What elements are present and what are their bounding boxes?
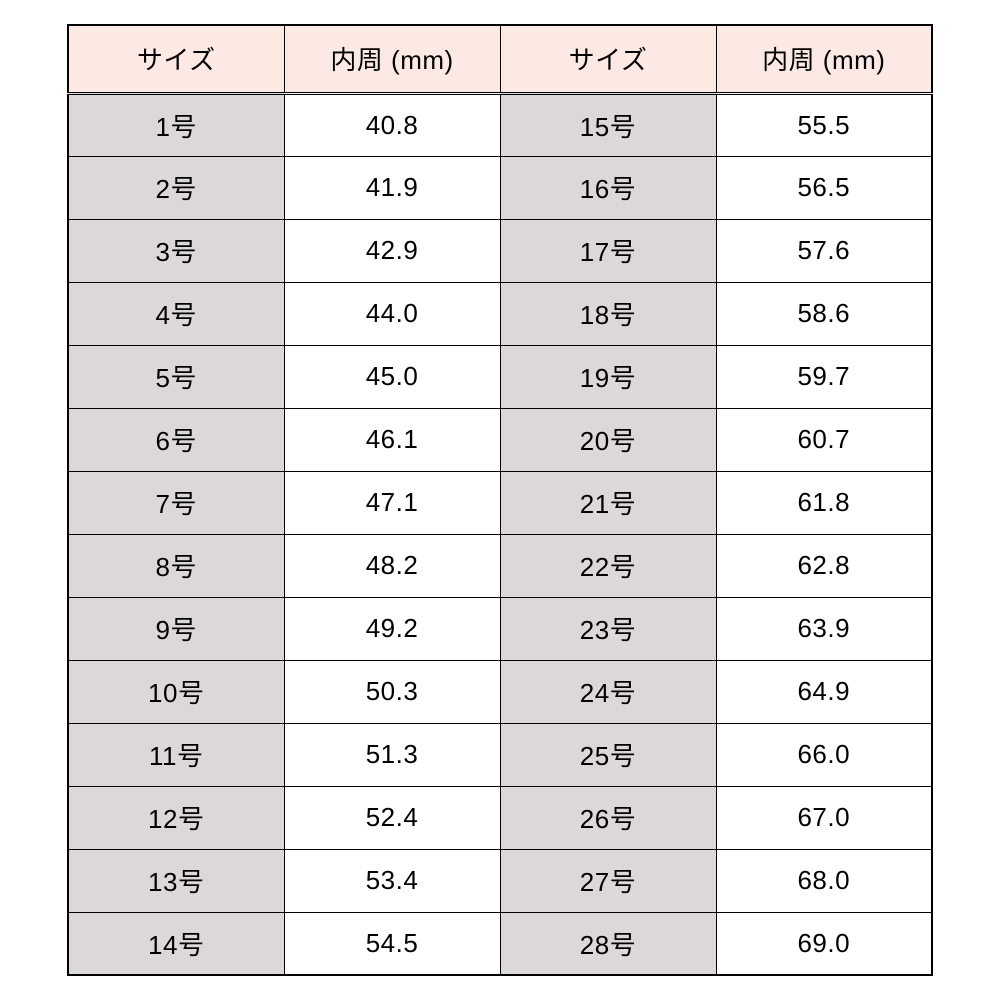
table-row: 13号 53.4 27号 68.0: [68, 849, 932, 912]
cell-circumference: 67.0: [716, 786, 932, 849]
cell-size: 13号: [68, 849, 284, 912]
table-row: 4号 44.0 18号 58.6: [68, 282, 932, 345]
header-circumference-2: 内周 (mm): [716, 25, 932, 93]
cell-size: 3号: [68, 219, 284, 282]
cell-circumference: 64.9: [716, 660, 932, 723]
table-row: 8号 48.2 22号 62.8: [68, 534, 932, 597]
cell-circumference: 49.2: [284, 597, 500, 660]
cell-circumference: 61.8: [716, 471, 932, 534]
cell-circumference: 46.1: [284, 408, 500, 471]
cell-circumference: 59.7: [716, 345, 932, 408]
header-size-1: サイズ: [68, 25, 284, 93]
cell-size: 10号: [68, 660, 284, 723]
ring-size-table-container: サイズ 内周 (mm) サイズ 内周 (mm) 1号 40.8 15号 55.5…: [57, 14, 943, 986]
table-row: 11号 51.3 25号 66.0: [68, 723, 932, 786]
cell-circumference: 58.6: [716, 282, 932, 345]
cell-size: 14号: [68, 912, 284, 975]
cell-size: 2号: [68, 156, 284, 219]
cell-circumference: 60.7: [716, 408, 932, 471]
cell-size: 4号: [68, 282, 284, 345]
cell-circumference: 57.6: [716, 219, 932, 282]
table-row: 14号 54.5 28号 69.0: [68, 912, 932, 975]
cell-circumference: 69.0: [716, 912, 932, 975]
cell-size: 25号: [500, 723, 716, 786]
cell-size: 23号: [500, 597, 716, 660]
cell-circumference: 55.5: [716, 93, 932, 156]
cell-size: 8号: [68, 534, 284, 597]
cell-circumference: 41.9: [284, 156, 500, 219]
table-row: 3号 42.9 17号 57.6: [68, 219, 932, 282]
ring-size-table: サイズ 内周 (mm) サイズ 内周 (mm) 1号 40.8 15号 55.5…: [67, 24, 933, 976]
cell-size: 6号: [68, 408, 284, 471]
cell-size: 1号: [68, 93, 284, 156]
cell-size: 7号: [68, 471, 284, 534]
cell-circumference: 51.3: [284, 723, 500, 786]
cell-circumference: 52.4: [284, 786, 500, 849]
cell-size: 18号: [500, 282, 716, 345]
table-row: 10号 50.3 24号 64.9: [68, 660, 932, 723]
table-row: 2号 41.9 16号 56.5: [68, 156, 932, 219]
cell-size: 19号: [500, 345, 716, 408]
header-size-2: サイズ: [500, 25, 716, 93]
cell-size: 5号: [68, 345, 284, 408]
header-circumference-1: 内周 (mm): [284, 25, 500, 93]
cell-size: 9号: [68, 597, 284, 660]
cell-size: 24号: [500, 660, 716, 723]
cell-size: 16号: [500, 156, 716, 219]
cell-circumference: 66.0: [716, 723, 932, 786]
table-row: 12号 52.4 26号 67.0: [68, 786, 932, 849]
cell-circumference: 40.8: [284, 93, 500, 156]
cell-size: 28号: [500, 912, 716, 975]
cell-size: 11号: [68, 723, 284, 786]
table-header-row: サイズ 内周 (mm) サイズ 内周 (mm): [68, 25, 932, 93]
cell-size: 27号: [500, 849, 716, 912]
cell-size: 15号: [500, 93, 716, 156]
cell-circumference: 62.8: [716, 534, 932, 597]
table-row: 7号 47.1 21号 61.8: [68, 471, 932, 534]
cell-size: 21号: [500, 471, 716, 534]
cell-circumference: 48.2: [284, 534, 500, 597]
table-body: 1号 40.8 15号 55.5 2号 41.9 16号 56.5 3号 42.…: [68, 93, 932, 975]
cell-size: 12号: [68, 786, 284, 849]
cell-circumference: 54.5: [284, 912, 500, 975]
table-row: 1号 40.8 15号 55.5: [68, 93, 932, 156]
cell-size: 22号: [500, 534, 716, 597]
table-row: 6号 46.1 20号 60.7: [68, 408, 932, 471]
cell-circumference: 44.0: [284, 282, 500, 345]
cell-circumference: 42.9: [284, 219, 500, 282]
cell-circumference: 45.0: [284, 345, 500, 408]
cell-size: 17号: [500, 219, 716, 282]
cell-circumference: 50.3: [284, 660, 500, 723]
cell-circumference: 47.1: [284, 471, 500, 534]
table-row: 5号 45.0 19号 59.7: [68, 345, 932, 408]
table-row: 9号 49.2 23号 63.9: [68, 597, 932, 660]
cell-circumference: 56.5: [716, 156, 932, 219]
cell-circumference: 53.4: [284, 849, 500, 912]
cell-size: 26号: [500, 786, 716, 849]
cell-circumference: 68.0: [716, 849, 932, 912]
cell-size: 20号: [500, 408, 716, 471]
cell-circumference: 63.9: [716, 597, 932, 660]
